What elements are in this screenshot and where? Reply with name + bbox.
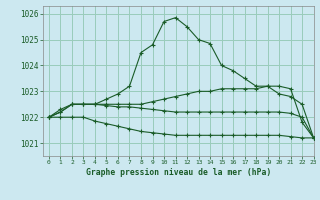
X-axis label: Graphe pression niveau de la mer (hPa): Graphe pression niveau de la mer (hPa) [86,168,271,177]
